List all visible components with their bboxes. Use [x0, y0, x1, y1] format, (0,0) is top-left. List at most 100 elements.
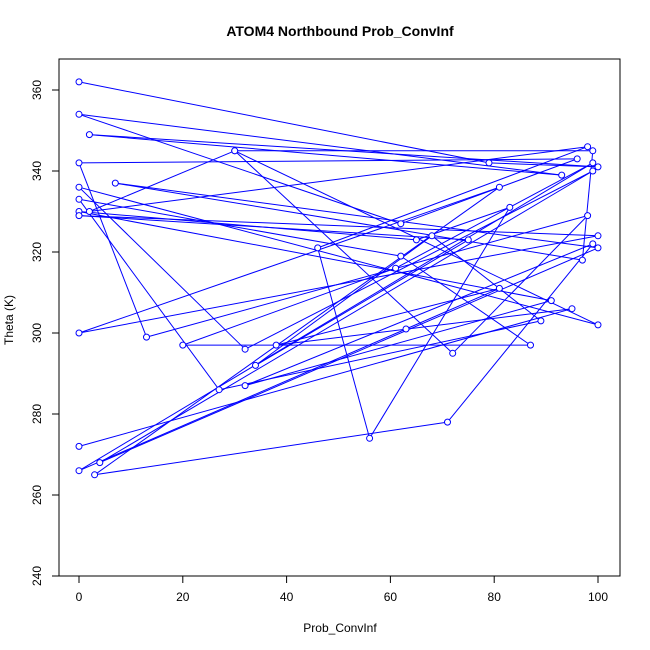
- data-point: [179, 341, 187, 349]
- data-point: [241, 382, 249, 390]
- series-segment: [146, 215, 588, 338]
- series-segment: [78, 162, 594, 472]
- data-point: [594, 163, 602, 171]
- data-point: [85, 208, 93, 215]
- series-segment: [244, 243, 593, 387]
- y-tick-label: 240: [30, 566, 44, 586]
- series-segment: [78, 308, 573, 447]
- series-segment: [89, 150, 235, 212]
- data-point: [449, 349, 457, 357]
- data-point: [75, 78, 83, 86]
- data-point: [402, 325, 410, 333]
- data-point: [397, 220, 405, 228]
- data-point: [537, 317, 545, 325]
- data-point: [75, 212, 83, 220]
- series-segment: [78, 328, 407, 472]
- series-segment: [78, 186, 500, 334]
- series-segment: [244, 170, 594, 350]
- series-segment: [89, 146, 588, 212]
- data-point: [397, 252, 405, 260]
- series-segment: [452, 215, 588, 354]
- data-point: [578, 256, 586, 264]
- y-tick-label: 340: [30, 161, 44, 181]
- x-tick-label: 80: [488, 590, 502, 604]
- y-tick-label: 300: [30, 323, 44, 343]
- series-segment: [78, 198, 401, 257]
- x-axis-label: Prob_ConvInf: [303, 621, 377, 635]
- series-segment: [317, 146, 588, 249]
- data-point: [252, 361, 259, 369]
- y-tick-label: 320: [30, 242, 44, 262]
- chart-title: ATOM4 Northbound Prob_ConvInf: [226, 23, 454, 39]
- series-segment: [89, 134, 562, 176]
- data-point: [392, 264, 400, 272]
- data-point: [589, 159, 597, 167]
- x-axis: 0 20 40 60 80 100: [76, 575, 608, 604]
- series-segment: [182, 267, 396, 346]
- series-segment: [78, 113, 401, 225]
- data-point: [589, 240, 597, 248]
- series-segment: [78, 81, 490, 164]
- data-point: [412, 236, 420, 244]
- x-tick-label: 100: [588, 590, 608, 604]
- data-point: [75, 183, 83, 191]
- series-segment: [78, 211, 552, 302]
- series-segment: [78, 186, 246, 350]
- y-axis: 240 260 280 300 320 340 360: [30, 80, 60, 586]
- data-point: [75, 159, 83, 167]
- series-segment: [78, 113, 562, 176]
- data-point: [485, 159, 493, 167]
- series-segment: [244, 300, 552, 387]
- data-point: [75, 195, 83, 203]
- data-point: [75, 329, 83, 337]
- series-segment: [395, 162, 594, 269]
- data-point: [589, 167, 597, 175]
- y-tick-label: 360: [30, 80, 44, 100]
- x-tick-label: 60: [384, 590, 398, 604]
- data-point: [464, 236, 472, 244]
- data-point: [506, 203, 514, 211]
- data-point: [444, 418, 451, 426]
- data-point: [85, 131, 93, 139]
- series-segment: [255, 239, 469, 366]
- data-point: [568, 305, 576, 313]
- series-segment: [99, 170, 594, 464]
- data-point: [573, 155, 581, 163]
- data-point: [366, 434, 374, 442]
- series-segment: [78, 215, 469, 241]
- data-point: [75, 110, 83, 118]
- data-point: [527, 341, 534, 349]
- data-point: [143, 333, 150, 341]
- series-segment: [276, 287, 500, 346]
- series-segment: [78, 199, 220, 390]
- series-segment: [447, 243, 594, 423]
- data-point: [96, 459, 104, 467]
- series-segment: [369, 207, 511, 439]
- data-point: [111, 179, 119, 187]
- series-segment: [99, 247, 599, 464]
- y-tick-label: 260: [30, 485, 44, 505]
- data-point: [558, 171, 566, 179]
- x-tick-label: 0: [76, 590, 83, 604]
- data-point: [428, 232, 436, 240]
- data-point: [231, 147, 239, 155]
- data-point: [241, 345, 249, 353]
- data-point: [584, 212, 592, 220]
- data-point: [272, 341, 280, 349]
- data-point: [547, 297, 555, 305]
- data-point: [75, 467, 83, 475]
- series-segment: [78, 162, 147, 338]
- series-segment: [234, 150, 454, 354]
- x-tick-label: 20: [176, 590, 190, 604]
- series-segment: [115, 182, 583, 261]
- series-segment: [317, 247, 371, 439]
- y-axis-label: Theta (K): [2, 295, 16, 345]
- data-point: [314, 244, 322, 252]
- data-point: [495, 183, 503, 191]
- data-point: [594, 232, 602, 240]
- data-point: [495, 284, 503, 292]
- series-segment: [405, 287, 500, 330]
- series-segment: [78, 215, 599, 237]
- data-point: [91, 471, 99, 479]
